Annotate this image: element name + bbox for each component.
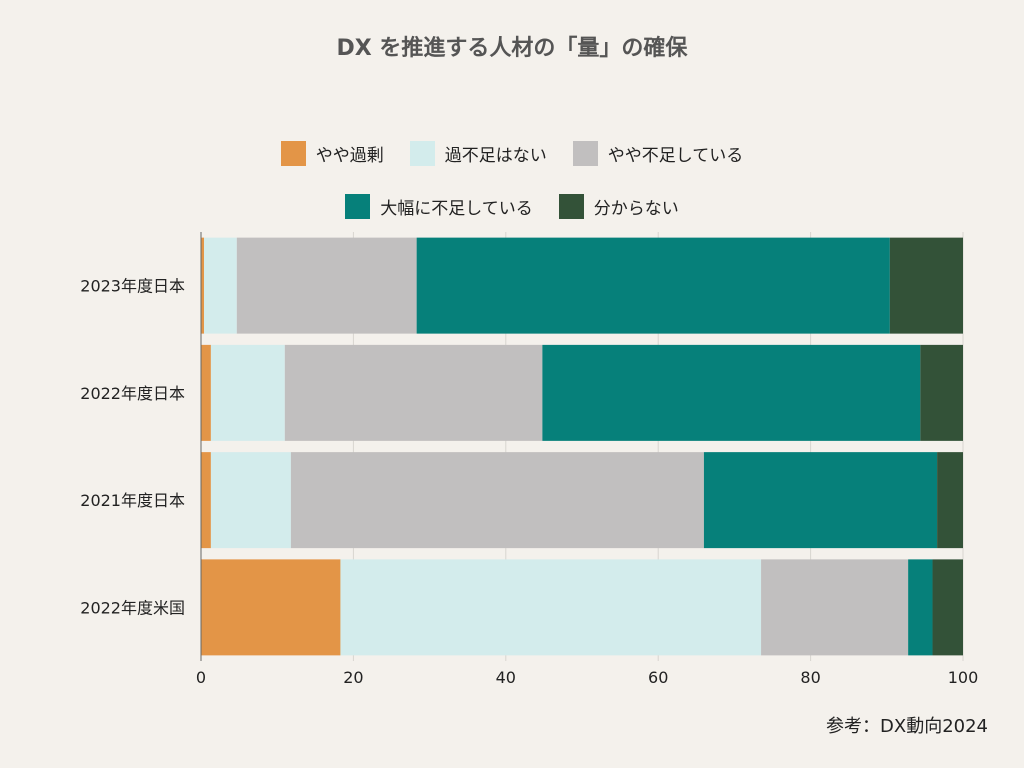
bar-segment (210, 452, 291, 549)
legend-item-adequate: 過不足はない (409, 141, 547, 166)
bar-segment (937, 452, 963, 549)
chart-title: DX を推進する人材の「量」の確保 (336, 36, 688, 61)
bar-segment (201, 344, 211, 441)
legend-swatch (280, 141, 306, 166)
bar-segment (932, 559, 963, 656)
bar-segment (340, 559, 762, 656)
bar-segment (908, 559, 933, 656)
bar-segment (201, 237, 205, 334)
x-tick-label: 100 (948, 668, 979, 687)
bar-segment (920, 344, 963, 441)
legend-swatch (409, 141, 435, 166)
legend-swatch (572, 141, 598, 166)
x-tick-label: 60 (648, 668, 668, 687)
x-tick-label: 20 (343, 668, 363, 687)
category-label: 2023年度日本 (80, 277, 185, 296)
legend-label: 分からない (593, 199, 679, 219)
bar-segment (201, 452, 211, 549)
x-tick-label: 0 (196, 668, 206, 687)
x-tick-label: 80 (800, 668, 820, 687)
bar-segment (761, 559, 909, 656)
bar-segment (201, 559, 341, 656)
category-label: 2021年度日本 (80, 491, 185, 510)
bar-segment (703, 452, 938, 549)
legend-label: やや過剰 (315, 146, 384, 166)
legend-item-slightly-excess: やや過剰 (280, 141, 384, 166)
legend-label: やや不足している (607, 146, 744, 166)
legend-item-greatly-short: 大幅に不足している (345, 194, 533, 219)
legend-item-slightly-short: やや不足している (572, 141, 744, 166)
legend-label: 大幅に不足している (380, 199, 533, 219)
legend-swatch (558, 194, 584, 219)
bar-segment (542, 344, 921, 441)
bar-segment (889, 237, 963, 334)
bar-segment (416, 237, 890, 334)
bar-segment (290, 452, 704, 549)
legend-label: 過不足はない (444, 146, 547, 166)
source-note: 参考：DX動向2024 (826, 716, 988, 737)
bar-segment (204, 237, 237, 334)
category-label: 2022年度日本 (80, 384, 185, 403)
legend-swatch (345, 194, 371, 219)
category-label: 2022年度米国 (80, 598, 185, 617)
bar-segment (236, 237, 417, 334)
bar-segment (284, 344, 543, 441)
legend-item-unknown: 分からない (558, 194, 679, 219)
bar-segment (210, 344, 285, 441)
legend-row-2: 大幅に不足している 分からない (0, 194, 1024, 219)
x-tick-label: 40 (496, 668, 516, 687)
legend-row-1: やや過剰 過不足はない やや不足している (0, 141, 1024, 166)
